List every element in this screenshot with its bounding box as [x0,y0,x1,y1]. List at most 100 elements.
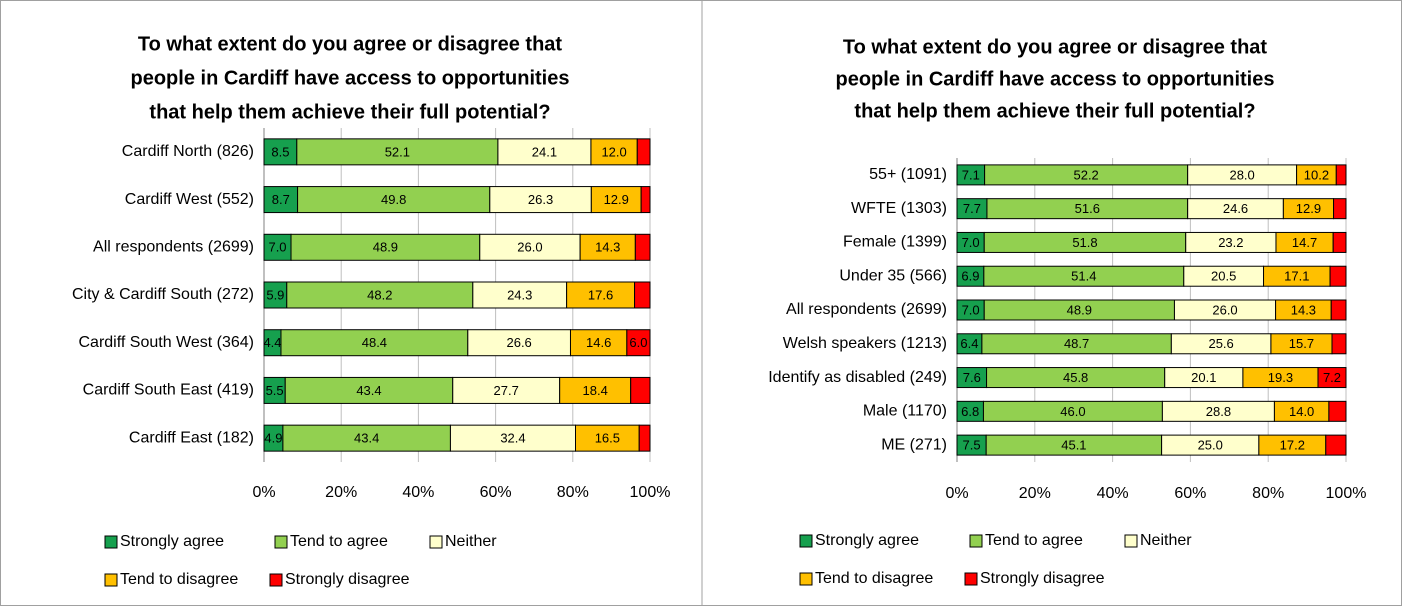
bar-segment [297,186,491,214]
data-label: 48.9 [373,240,398,255]
chart-title: that help them achieve their full potent… [854,100,1255,122]
chart-title: people in Cardiff have access to opportu… [131,67,570,89]
data-label: 14.0 [1289,404,1314,419]
y-tick-label: Cardiff West (552) [125,191,254,208]
x-tick-label: 0% [945,485,968,502]
data-label: 7.5 [963,438,981,453]
data-label: 17.2 [1280,438,1305,453]
bar-segment [263,138,298,166]
y-tick-label: Cardiff South East (419) [83,382,254,399]
data-label: 10.2 [1304,167,1329,182]
legend-label: Strongly agree [120,533,224,550]
bar-segment [590,186,642,214]
data-label: 23.2 [1218,235,1243,250]
data-label: 7.6 [963,370,981,385]
legend-swatch [1124,534,1138,548]
bar-segment [626,329,651,357]
data-label: 48.7 [1064,336,1089,351]
y-tick-label: All respondents (2699) [786,301,947,318]
data-label: 26.0 [1212,302,1237,317]
data-label: 6.0 [629,335,647,350]
bar-segment [282,424,451,452]
bar-segment [1329,265,1347,287]
x-tick-label: 80% [1252,485,1284,502]
data-label: 19.3 [1268,370,1293,385]
x-tick-label: 40% [402,484,434,501]
y-tick-label: 55+ (1091) [869,166,947,183]
bar-segment [634,233,651,261]
data-label: 5.9 [266,287,284,302]
data-label: 24.1 [532,144,557,159]
y-tick-label: Welsh speakers (1213) [783,335,947,352]
legend-label: Tend to agree [985,532,1083,549]
legend-swatch [964,572,978,586]
legend-swatch [104,535,118,549]
data-label: 12.9 [1296,201,1321,216]
bar-segment [1331,333,1347,355]
bar-segment [575,424,640,452]
y-tick-label: Cardiff South West (364) [79,334,255,351]
data-label: 14.3 [1291,302,1316,317]
data-label: 14.6 [586,335,611,350]
data-label: 24.3 [507,287,532,302]
legend-swatch [799,534,813,548]
data-label: 25.6 [1208,336,1233,351]
y-tick-label: Under 35 (566) [839,267,947,284]
bar-segment [284,376,454,404]
data-label: 4.4 [263,335,281,350]
legend-label: Neither [445,533,497,550]
bar-segment [1335,164,1347,186]
y-tick-label: Cardiff North (826) [122,143,254,160]
data-label: 7.0 [268,240,286,255]
x-tick-label: 20% [1019,485,1051,502]
bar-segment [1330,299,1347,321]
data-label: 14.7 [1292,235,1317,250]
legend-label: Neither [1140,532,1192,549]
data-label: 8.7 [272,192,290,207]
legend-swatch [969,534,983,548]
bar-segment [630,376,651,404]
bar-segment [479,233,581,261]
legend-label: Tend to disagree [815,570,933,587]
bar-segment [1333,198,1347,220]
data-label: 51.4 [1071,269,1096,284]
data-label: 51.8 [1072,235,1097,250]
data-label: 4.9 [264,431,282,446]
chart-title: that help them achieve their full potent… [149,101,550,123]
data-label: 26.3 [528,192,553,207]
data-label: 18.4 [583,383,608,398]
bar-segment [467,329,571,357]
y-tick-label: Male (1170) [863,403,947,420]
data-label: 51.6 [1075,201,1100,216]
data-label: 14.3 [595,240,620,255]
data-label: 17.1 [1284,269,1309,284]
data-label: 45.8 [1063,370,1088,385]
data-label: 26.0 [517,240,542,255]
y-tick-label: ME (271) [881,436,947,453]
data-label: 12.9 [604,192,629,207]
x-tick-label: 20% [325,484,357,501]
data-label: 20.5 [1211,269,1236,284]
x-tick-label: 40% [1097,485,1129,502]
data-label: 45.1 [1061,438,1086,453]
data-label: 17.6 [588,287,613,302]
bar-segment [263,186,299,214]
data-label: 6.4 [960,336,978,351]
bar-segment [559,376,632,404]
data-label: 48.2 [367,287,392,302]
data-label: 8.5 [271,144,289,159]
legend-label: Strongly disagree [285,571,410,588]
x-tick-label: 60% [1174,485,1206,502]
bar-segment [638,424,651,452]
bar-segment [1325,434,1347,456]
data-label: 49.8 [381,192,406,207]
data-label: 26.6 [506,335,531,350]
data-label: 6.8 [961,404,979,419]
bar-segment [489,186,592,214]
legend-label: Tend to agree [290,533,388,550]
bar-segment [1328,400,1347,422]
bar-segment [640,186,651,214]
chart-title: people in Cardiff have access to opportu… [836,68,1275,90]
data-label: 5.5 [266,383,284,398]
